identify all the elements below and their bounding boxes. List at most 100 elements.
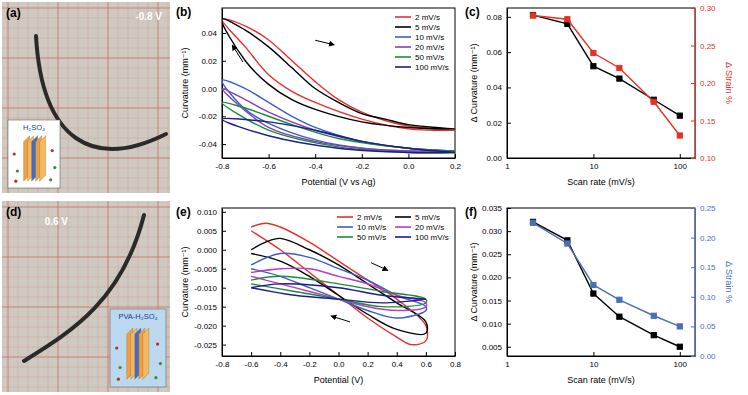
tick-mark <box>691 326 695 327</box>
tick-label: -0.020 <box>194 322 217 331</box>
tick-label: 0.00 <box>201 85 217 94</box>
tick-mark <box>455 154 456 158</box>
tick-label: 0.035 <box>482 204 503 213</box>
tick-mark <box>222 212 226 213</box>
tick: -0.4 <box>309 154 323 171</box>
legend-entry: 5 mV/s <box>395 23 440 32</box>
photo-background <box>2 201 170 392</box>
tick: 0.6 <box>421 352 433 369</box>
x-axis-line <box>223 158 456 159</box>
plot-frame <box>507 208 695 356</box>
photo-grid-line <box>128 2 129 193</box>
tick-label: -0.010 <box>194 284 217 293</box>
tick-mark <box>251 352 252 356</box>
data-point <box>565 17 570 22</box>
photo-grid-line <box>2 68 170 69</box>
tick: 10 <box>589 154 598 171</box>
photo-grid-line <box>8 201 9 392</box>
tick-mark <box>507 123 511 124</box>
photo-background <box>2 2 170 193</box>
tick-label: 0.2 <box>450 162 462 171</box>
data-point <box>617 314 622 319</box>
panel-label: (d) <box>6 205 21 219</box>
tick: 100 <box>674 154 688 171</box>
tick: 0.15 <box>691 263 716 272</box>
photo-grid-line <box>2 98 170 99</box>
tick-mark <box>507 277 511 278</box>
electrode-layer <box>40 136 46 181</box>
tick: 0.025 <box>482 250 511 259</box>
tick: -0.02 <box>199 112 226 121</box>
tick-mark <box>362 154 363 158</box>
y-axis-title: Δ Curvature (mm⁻¹) <box>469 44 479 123</box>
panel-label: (a) <box>6 6 21 20</box>
legend-label: 10 mV/s <box>357 223 386 232</box>
data-point <box>651 313 656 318</box>
tick-label: 0.10 <box>700 154 716 163</box>
photo-grid-line <box>98 2 99 193</box>
tick: 0.010 <box>197 208 226 217</box>
tick-mark <box>691 297 695 298</box>
photo-grid-line <box>2 247 170 248</box>
legend-label: 50 mV/s <box>357 233 386 242</box>
data-point <box>591 50 596 55</box>
tick-mark <box>593 352 594 356</box>
tick-mark <box>222 288 226 289</box>
legend-swatch <box>395 46 411 48</box>
photo-grid-line <box>158 2 159 193</box>
tick-label: 0.8 <box>450 360 462 369</box>
photo-grid-line <box>2 257 170 258</box>
photo-grid-line <box>168 201 169 392</box>
series-line <box>222 118 455 152</box>
x-axis: -0.8-0.6-0.4-0.20.00.2 <box>216 154 462 171</box>
data-point <box>591 282 596 287</box>
tick: 0.005 <box>482 343 511 352</box>
tick: -0.2 <box>355 154 369 171</box>
photo-grid <box>2 2 170 193</box>
y2-axis: 0.000.050.100.150.200.25 <box>691 204 716 361</box>
tick: 0.04 <box>486 83 511 92</box>
legend-swatch <box>395 56 411 58</box>
tick-mark <box>222 250 226 251</box>
tick-label: -0.025 <box>194 341 217 350</box>
legend-swatch <box>337 236 353 238</box>
ion <box>53 166 56 169</box>
tick-label: 0.20 <box>700 79 716 88</box>
tick-mark <box>397 352 398 356</box>
photo-grid-line <box>18 201 19 392</box>
legend: 2 mV/s5 mV/s10 mV/s20 mV/s50 mV/s100 mV/… <box>395 13 449 72</box>
legend-entry: 100 mV/s <box>395 233 449 242</box>
tick-label: 0.000 <box>197 246 218 255</box>
legend-label: 100 mV/s <box>415 63 449 72</box>
tick: 0.02 <box>486 119 511 128</box>
series-line <box>251 276 426 307</box>
tick-mark <box>309 352 310 356</box>
ion <box>159 362 162 365</box>
tick: -0.04 <box>199 140 226 149</box>
tick: 0.10 <box>691 154 716 163</box>
tick-mark <box>507 324 511 325</box>
y-axis-line <box>222 209 223 357</box>
tick-mark <box>280 352 281 356</box>
series-line <box>251 238 427 334</box>
legend-swatch <box>395 236 411 238</box>
series-line <box>251 284 426 303</box>
tick-label: -0.4 <box>309 162 323 171</box>
series-line <box>251 253 426 318</box>
legend-label: 10 mV/s <box>415 33 444 42</box>
data-point <box>530 13 535 18</box>
series-line <box>251 223 428 345</box>
inset-frame <box>110 309 166 387</box>
tick: 0.015 <box>482 297 511 306</box>
tick: 0.00 <box>486 154 511 163</box>
legend-entry: 10 mV/s <box>395 33 444 42</box>
tick-label: 10 <box>589 360 598 369</box>
panel-label: (f) <box>465 205 477 219</box>
tick-mark <box>222 116 226 117</box>
legend-swatch <box>395 216 411 218</box>
tick: 0.02 <box>201 57 226 66</box>
photo-grid-line <box>68 2 69 193</box>
plot-frame <box>222 208 455 356</box>
tick: 0.15 <box>691 117 716 126</box>
x-axis: 110100 <box>505 154 695 171</box>
